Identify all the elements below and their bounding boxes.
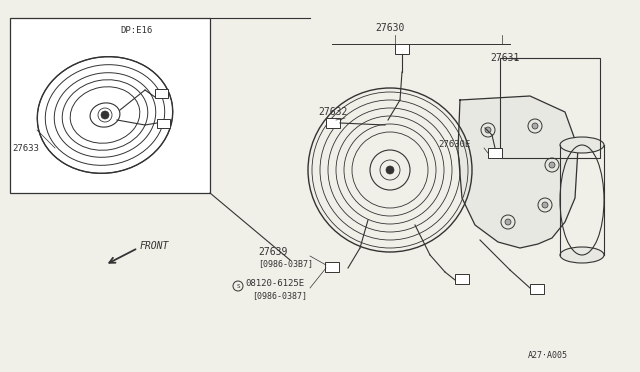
Bar xyxy=(326,118,340,128)
Bar xyxy=(10,18,210,193)
Text: 08120-6125E: 08120-6125E xyxy=(245,279,304,289)
Text: DP:E16: DP:E16 xyxy=(120,26,152,35)
Circle shape xyxy=(386,166,394,174)
Text: FRONT: FRONT xyxy=(140,241,170,251)
Text: 27630E: 27630E xyxy=(438,140,470,148)
Text: [0986-03B7]: [0986-03B7] xyxy=(258,260,313,269)
Text: 27639: 27639 xyxy=(258,247,287,257)
Circle shape xyxy=(549,162,555,168)
Text: 27631: 27631 xyxy=(490,53,520,63)
Circle shape xyxy=(101,111,109,119)
Bar xyxy=(155,89,168,98)
Bar xyxy=(530,284,544,294)
Text: [0986-0387]: [0986-0387] xyxy=(252,292,307,301)
Polygon shape xyxy=(458,96,578,248)
Bar xyxy=(325,262,339,272)
Circle shape xyxy=(505,219,511,225)
Circle shape xyxy=(542,202,548,208)
Text: 27630: 27630 xyxy=(375,23,404,33)
Circle shape xyxy=(485,127,491,133)
Ellipse shape xyxy=(560,247,604,263)
Text: S: S xyxy=(236,283,240,289)
Bar xyxy=(395,44,409,54)
Circle shape xyxy=(532,123,538,129)
Text: 27633: 27633 xyxy=(12,144,39,153)
Text: A27·A005: A27·A005 xyxy=(528,350,568,359)
Bar xyxy=(157,119,170,128)
Bar xyxy=(488,148,502,158)
Bar xyxy=(500,58,600,158)
Ellipse shape xyxy=(560,137,604,153)
Bar xyxy=(455,274,469,284)
Text: 27632: 27632 xyxy=(318,107,348,117)
